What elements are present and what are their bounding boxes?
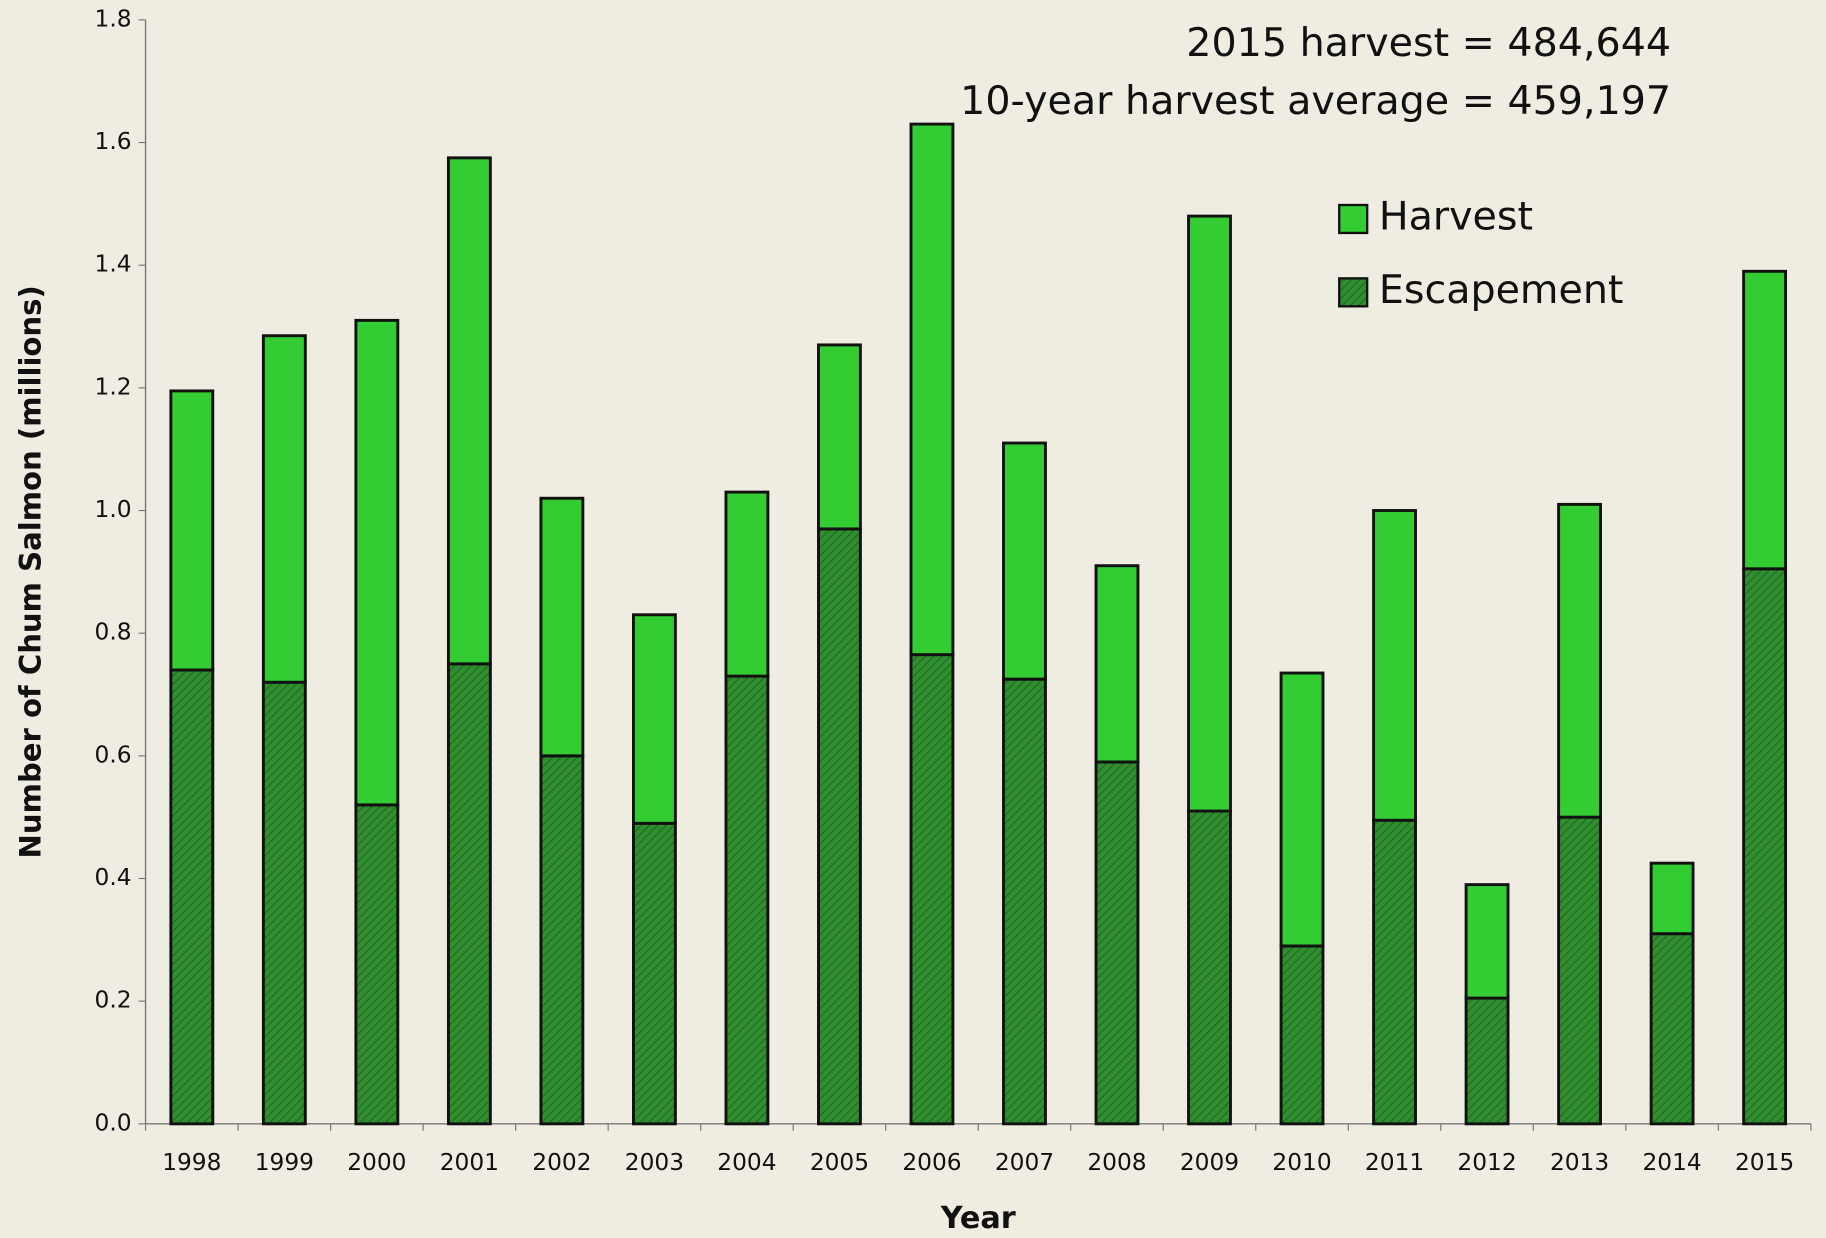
bar-segment <box>1279 944 1325 1126</box>
bar-segment <box>1094 760 1140 1126</box>
y-tick-label: 0.2 <box>95 987 132 1014</box>
bar-segment <box>817 343 862 531</box>
bar-segment <box>539 754 585 1126</box>
x-tick-label: 2005 <box>810 1149 869 1176</box>
y-tick-label: 0.8 <box>95 619 132 646</box>
y-tick-label: 1.6 <box>95 128 132 155</box>
y-tick-label: 1.2 <box>95 373 132 400</box>
legend-swatch <box>1338 277 1369 308</box>
y-axis-label: Number of Chum Salmon (millions) <box>14 285 48 858</box>
x-tick-label: 2014 <box>1642 1149 1701 1176</box>
y-tick-label: 0.6 <box>95 741 132 768</box>
x-tick-label: 2007 <box>995 1149 1054 1176</box>
bar-segment <box>1094 564 1140 764</box>
y-tick-label: 1.0 <box>95 496 132 523</box>
bar-segment <box>1187 214 1232 813</box>
bar-segment <box>909 122 955 657</box>
x-tick-label: 1999 <box>255 1149 314 1176</box>
bar-segment <box>817 527 862 1126</box>
x-tick-label: 2015 <box>1735 1149 1794 1176</box>
x-tick-label: 2001 <box>440 1149 499 1176</box>
bar-segment <box>1464 996 1510 1126</box>
bar-segment <box>1557 502 1602 819</box>
x-tick-label: 2008 <box>1087 1149 1146 1176</box>
bar-segment <box>1742 567 1788 1126</box>
bar-segment <box>724 490 770 678</box>
bar-segment <box>724 674 770 1126</box>
bar-segment <box>446 662 492 1126</box>
bar-segment <box>261 334 307 684</box>
legend-label: Escapement <box>1379 267 1624 313</box>
x-tick-label: 2010 <box>1272 1149 1331 1176</box>
bar-segment <box>354 803 400 1126</box>
x-tick-label: 1998 <box>162 1149 221 1176</box>
x-tick-label: 2012 <box>1457 1149 1516 1176</box>
bar-segment <box>1002 677 1047 1126</box>
y-tick-label: 0.4 <box>95 864 132 891</box>
annotation: 10-year harvest average = 459,197 <box>960 78 1671 124</box>
bar-segment <box>169 389 215 672</box>
bar-segment <box>1372 509 1417 822</box>
bar-segment <box>631 821 677 1126</box>
legend-swatch <box>1338 203 1369 235</box>
bar-segment <box>1649 932 1695 1126</box>
legend-label: Harvest <box>1379 193 1533 239</box>
bar-segment <box>354 318 400 807</box>
bar-segment <box>1464 883 1510 1000</box>
bar-segment <box>169 668 215 1126</box>
x-tick-label: 2004 <box>717 1149 776 1176</box>
x-tick-label: 2006 <box>902 1149 961 1176</box>
bar-segment <box>539 496 585 758</box>
bar-segment <box>909 653 955 1126</box>
y-tick-label: 1.4 <box>95 251 132 278</box>
annotation: 2015 harvest = 484,644 <box>1186 20 1671 66</box>
x-tick-label: 2002 <box>532 1149 591 1176</box>
x-tick-label: 2003 <box>625 1149 684 1176</box>
bar-segment <box>261 680 307 1126</box>
bar-segment <box>1372 818 1417 1126</box>
bar-segment <box>631 613 677 825</box>
bar-segment <box>1279 671 1325 948</box>
y-tick-label: 0.0 <box>95 1109 132 1136</box>
bar-segment <box>1742 269 1788 571</box>
x-axis-label: Year <box>940 1201 1016 1236</box>
bar-segment <box>1649 861 1695 936</box>
bar-segment <box>1187 809 1232 1126</box>
x-tick-label: 2011 <box>1365 1149 1424 1176</box>
x-tick-label: 2000 <box>347 1149 406 1176</box>
bar-segment <box>1557 815 1602 1126</box>
bar-segment <box>446 156 492 666</box>
bar-segment <box>1002 441 1047 681</box>
x-tick-label: 2009 <box>1180 1149 1239 1176</box>
x-tick-label: 2013 <box>1550 1149 1609 1176</box>
y-tick-label: 1.8 <box>95 5 132 32</box>
